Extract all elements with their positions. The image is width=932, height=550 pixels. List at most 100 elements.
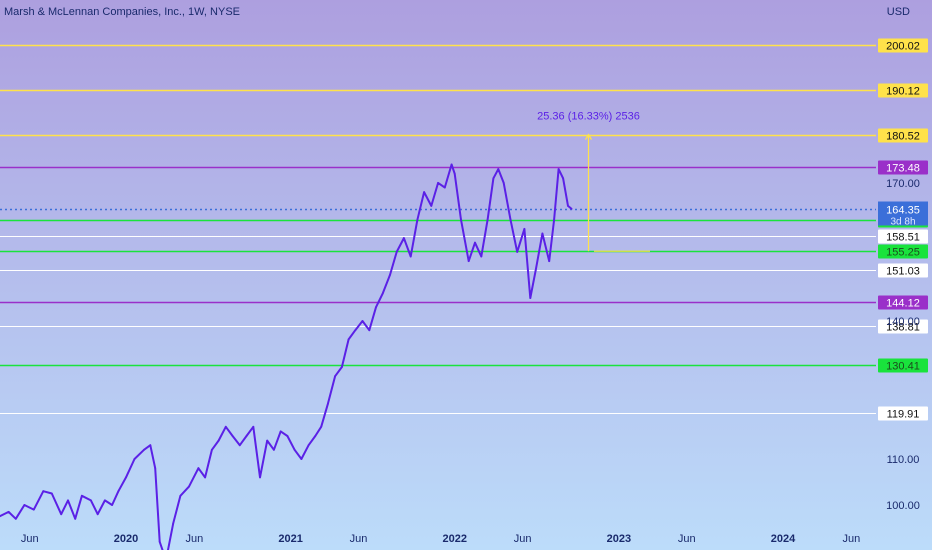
price-point <box>480 255 483 258</box>
current-price-countdown: 3d 8h <box>890 217 915 228</box>
x-tick-label: 2020 <box>114 533 138 545</box>
current-price-tag <box>878 201 928 226</box>
price-point <box>231 435 234 437</box>
price-point <box>154 467 157 470</box>
price-point <box>252 425 255 428</box>
price-point <box>381 292 384 295</box>
level-tag <box>878 319 928 334</box>
price-point <box>149 444 152 447</box>
price-point <box>197 467 200 470</box>
price-point <box>541 232 544 235</box>
price-point <box>534 269 537 272</box>
level-tag-label: 138.81 <box>886 322 920 334</box>
price-point <box>409 255 412 258</box>
level-tag-label: 200.02 <box>886 41 920 53</box>
price-point <box>104 499 106 502</box>
price-point <box>158 540 161 543</box>
price-point <box>117 490 120 493</box>
price-point <box>143 448 145 451</box>
price-point <box>14 517 17 520</box>
price-point <box>460 218 462 221</box>
price-point <box>238 444 241 447</box>
y-tick-label: 100.00 <box>886 500 920 512</box>
price-point <box>42 490 45 493</box>
price-point <box>509 218 512 221</box>
price-point <box>395 251 398 253</box>
price-point <box>67 499 69 502</box>
x-tick-label: Jun <box>350 533 368 545</box>
price-point <box>570 208 573 210</box>
price-point <box>548 260 551 262</box>
level-tag <box>878 406 928 421</box>
x-tick-label: 2024 <box>771 533 796 545</box>
price-point <box>179 494 182 497</box>
x-tick-label: Jun <box>678 533 696 545</box>
price-point <box>293 448 296 451</box>
price-point <box>217 439 220 442</box>
price-point <box>300 458 303 460</box>
price-point <box>307 444 310 447</box>
price-point <box>354 329 357 332</box>
price-point <box>125 476 127 479</box>
x-tick-label: 2021 <box>278 533 302 545</box>
level-tag <box>878 358 928 373</box>
price-point <box>567 205 569 207</box>
level-tag <box>878 160 928 175</box>
price-point <box>430 205 433 207</box>
price-point <box>497 168 500 171</box>
price-point <box>334 375 336 378</box>
price-point <box>327 402 329 405</box>
price-point <box>204 476 207 479</box>
price-point <box>553 218 555 221</box>
price-point <box>361 320 364 322</box>
price-point <box>188 485 190 488</box>
price-point <box>172 522 175 525</box>
price-point <box>50 492 53 495</box>
price-point <box>74 517 77 520</box>
price-point <box>259 476 261 479</box>
y-tick-label: 140.00 <box>886 316 920 328</box>
price-point <box>375 306 377 309</box>
x-tick-label: Jun <box>185 533 203 545</box>
level-tag <box>878 229 928 244</box>
chart-title: Marsh & McLennan Companies, Inc., 1W, NY… <box>4 6 240 18</box>
price-point <box>557 168 560 171</box>
level-tag-label: 180.52 <box>886 131 920 143</box>
level-tag <box>878 244 928 259</box>
price-point <box>133 458 136 460</box>
price-point <box>368 329 371 332</box>
level-tag-label: 173.48 <box>886 163 920 175</box>
x-tick-label: Jun <box>842 533 860 545</box>
price-point <box>416 218 419 221</box>
price-point <box>403 237 405 240</box>
price-point <box>523 228 526 230</box>
price-point <box>23 504 26 506</box>
price-point <box>486 218 489 221</box>
price-point <box>453 172 456 175</box>
price-point <box>443 186 446 189</box>
level-tag-label: 130.41 <box>886 361 920 373</box>
price-point <box>347 338 350 341</box>
x-tick-label: Jun <box>514 533 532 545</box>
price-point <box>492 177 495 180</box>
level-tag <box>878 83 928 98</box>
level-tag-label: 158.51 <box>886 232 920 244</box>
price-point <box>474 241 476 244</box>
price-point <box>81 494 83 497</box>
price-point <box>7 511 10 513</box>
price-point <box>279 430 282 433</box>
price-point <box>320 425 323 428</box>
price-point <box>266 439 269 442</box>
price-point <box>341 366 343 368</box>
price-point <box>467 260 470 262</box>
price-point <box>32 508 35 511</box>
level-tag <box>878 295 928 310</box>
price-point <box>389 274 391 276</box>
level-tag <box>878 128 928 143</box>
price-point <box>437 182 439 184</box>
level-tag-label: 190.12 <box>886 86 920 98</box>
current-price-label: 164.35 <box>886 205 920 217</box>
x-tick-label: Jun <box>21 533 39 545</box>
